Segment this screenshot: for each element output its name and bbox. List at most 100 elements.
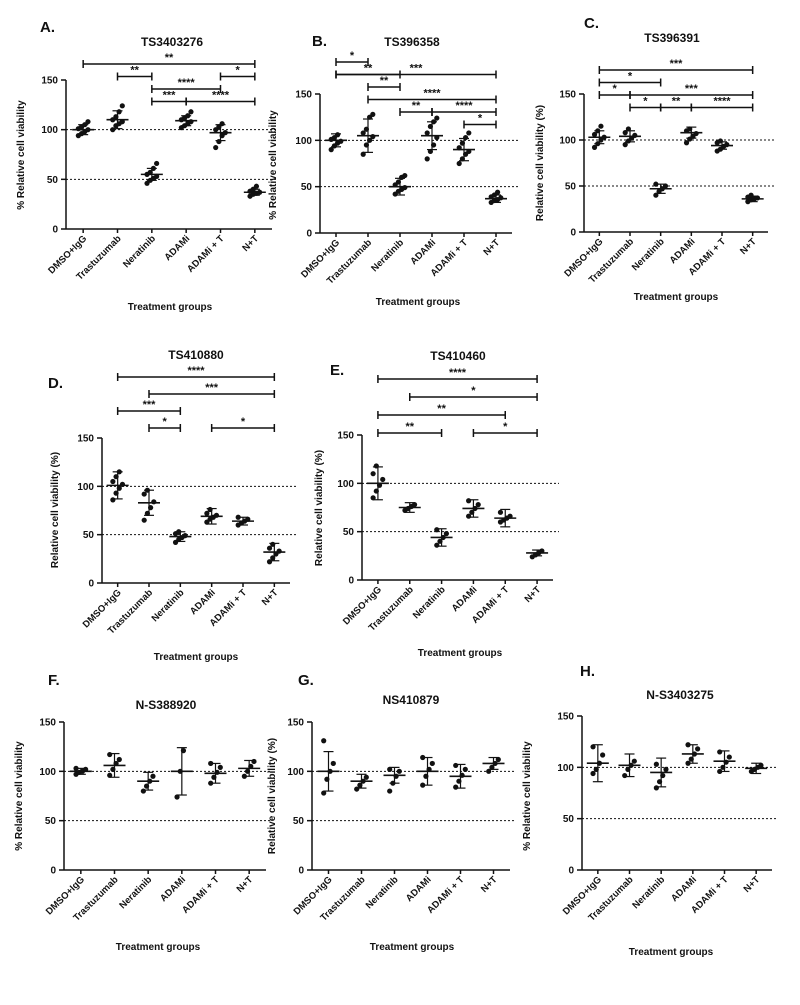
data-point [154, 173, 160, 179]
significance-label: ** [412, 100, 421, 112]
y-tick-label: 150 [559, 90, 576, 101]
chart-title: NS410879 [383, 693, 440, 707]
data-point [590, 744, 596, 750]
chart-title: TS410880 [168, 348, 224, 362]
data-point [110, 127, 116, 133]
data-point [600, 752, 606, 758]
data-point [83, 766, 89, 772]
significance-label: * [628, 71, 633, 83]
y-tick-label: 50 [47, 175, 59, 186]
y-tick-label: 100 [41, 125, 58, 136]
data-point [245, 516, 251, 522]
significance-label: *** [143, 399, 157, 411]
x-tick-label: N+T [235, 874, 256, 895]
x-axis-label: Treatment groups [128, 302, 213, 313]
data-point [180, 748, 187, 754]
x-tick-label: Neratinib [630, 874, 667, 911]
data-point [188, 109, 194, 115]
data-point [144, 487, 150, 493]
data-point [595, 141, 601, 147]
panel-letter: G. [298, 672, 314, 689]
significance-label: * [163, 416, 168, 428]
data-point [395, 179, 401, 185]
y-tick-label: 0 [52, 225, 58, 236]
data-point [591, 144, 598, 150]
chart-panel-2: B. TS396358050100150DMSO+IgGTrastuzumabNe… [268, 33, 518, 308]
data-point [598, 123, 604, 129]
data-point [693, 130, 699, 137]
data-point [424, 130, 430, 136]
y-tick-label: 150 [287, 718, 304, 729]
data-point [466, 513, 472, 519]
data-point [370, 111, 376, 117]
data-point [390, 780, 396, 786]
y-axis-label: Relative cell viability (%) [267, 738, 278, 854]
data-point [213, 512, 220, 518]
y-tick-label: 100 [557, 763, 574, 774]
y-tick-label: 100 [77, 482, 94, 493]
data-point [431, 119, 437, 125]
x-tick-label: N+T [523, 584, 544, 605]
x-tick-label: Neratinib [117, 874, 154, 911]
data-point [214, 769, 220, 775]
data-point [427, 148, 433, 155]
y-axis-label: % Relative cell viability [14, 741, 25, 851]
y-tick-label: 150 [77, 434, 94, 445]
y-tick-label: 50 [563, 814, 575, 825]
data-point [466, 498, 472, 504]
y-tick-label: 50 [565, 182, 577, 193]
x-axis-label: Treatment groups [154, 652, 239, 663]
data-point [469, 509, 475, 515]
data-point [270, 541, 276, 547]
x-tick-label: Neratinib [150, 587, 187, 624]
data-point [235, 514, 241, 520]
chart-panel-3: C.TS396391050100150DMSO+IgGTrastuzumabNe… [535, 15, 774, 303]
x-tick-label: N+T [742, 874, 763, 895]
chart-panel-5: E.TS410460050100150DMSO+IgGTrastuzumabNe… [314, 349, 559, 659]
data-point [459, 772, 465, 778]
data-point [601, 134, 607, 140]
data-point [354, 786, 360, 792]
data-point [631, 758, 637, 764]
chart-panel-6: F.N-S388920050100150DMSO+IgGTrastuzumabN… [14, 672, 272, 953]
y-tick-label: 0 [570, 228, 576, 239]
data-point [724, 142, 730, 148]
significance-label: *** [163, 90, 177, 102]
data-point [717, 768, 723, 775]
data-point [475, 502, 481, 508]
data-point [656, 779, 663, 785]
significance-label: ** [405, 421, 414, 433]
y-tick-label: 0 [568, 866, 574, 877]
data-point [327, 768, 333, 774]
data-point [595, 128, 601, 134]
x-tick-label: ADAMi [158, 874, 188, 904]
data-point [653, 181, 659, 187]
data-point [207, 506, 213, 513]
data-point [116, 469, 122, 475]
panel-letter: B. [312, 33, 327, 50]
data-point [244, 768, 251, 774]
y-axis-label: Relative cell viability (%) [535, 105, 546, 221]
data-point [685, 742, 691, 748]
data-point [357, 782, 363, 788]
data-point [539, 548, 545, 554]
y-axis-label: % Relative cell viability [16, 100, 27, 210]
x-axis-label: Treatment groups [629, 947, 714, 958]
y-axis-label: % Relative cell viability [522, 741, 533, 851]
data-point [453, 762, 459, 769]
data-point [387, 788, 393, 794]
data-point [497, 509, 504, 515]
data-point [456, 160, 462, 167]
y-tick-label: 50 [301, 182, 313, 193]
data-point [107, 751, 113, 758]
data-point [685, 760, 691, 766]
significance-label: * [613, 83, 618, 95]
chart-title: N-S388920 [136, 698, 197, 712]
data-point [717, 138, 724, 144]
data-point [188, 119, 194, 125]
chart-panel-7: G.NS410879050100150DMSO+IgGTrastuzumabNe… [267, 672, 516, 953]
data-point [596, 760, 603, 766]
data-point [695, 746, 701, 752]
x-tick-label: ADAMi [669, 874, 699, 904]
data-point [660, 772, 666, 779]
